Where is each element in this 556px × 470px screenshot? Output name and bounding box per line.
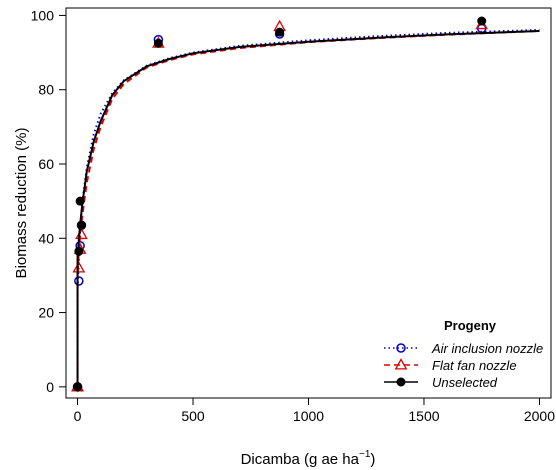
series-0 <box>72 23 540 392</box>
y-tick-label-100: 100 <box>31 7 55 23</box>
series-2-point-2 <box>74 246 84 256</box>
series-2-point-6 <box>275 27 285 37</box>
legend-marker-1 <box>394 358 408 370</box>
legend-label-1: Flat fan nozzle <box>432 358 517 373</box>
x-tick-label-1500: 1500 <box>408 408 439 424</box>
x-axis-label: Dicamba (g ae ha−1) <box>241 449 376 468</box>
legend: Progeny Air inclusion nozzle Flat fan noz… <box>384 318 543 390</box>
series-2 <box>73 16 540 392</box>
y-tick-label-0: 0 <box>46 379 54 395</box>
y-tick-label-60: 60 <box>38 156 54 172</box>
x-tick-label-1000: 1000 <box>293 408 324 424</box>
series-1 <box>71 17 540 392</box>
legend-title: Progeny <box>444 318 497 333</box>
plot-area <box>65 7 552 399</box>
series-2-fit-line <box>76 30 540 254</box>
y-axis: 0 20 40 60 80 100 <box>31 7 66 395</box>
x-axis: 0 500 1000 1500 2000 <box>74 398 555 424</box>
y-tick-label-40: 40 <box>38 230 54 246</box>
y-axis-label: Biomass reduction (%) <box>13 128 30 279</box>
series-2-point-4 <box>76 220 86 230</box>
series-2-point-7 <box>477 16 487 26</box>
series-1-point-2 <box>72 261 86 273</box>
plot-frame <box>65 7 552 399</box>
series-2-point-3 <box>75 196 85 206</box>
series-2-point-1 <box>73 382 83 392</box>
y-tick-label-80: 80 <box>38 82 54 98</box>
legend-label-0: Air inclusion nozzle <box>431 341 543 356</box>
x-tick-label-500: 500 <box>181 408 205 424</box>
legend-marker-2 <box>396 377 406 387</box>
series-2-point-5 <box>153 38 163 48</box>
x-tick-label-2000: 2000 <box>524 408 555 424</box>
legend-marker-0 <box>396 343 406 353</box>
x-tick-label-0: 0 <box>74 408 82 424</box>
series-0-point-2 <box>74 276 84 286</box>
y-tick-label-20: 20 <box>38 305 54 321</box>
x-axis-label-exponent: −1 <box>359 449 371 460</box>
series-layer <box>71 16 540 392</box>
legend-label-2: Unselected <box>432 375 498 390</box>
x-axis-label-close: ) <box>370 451 375 468</box>
